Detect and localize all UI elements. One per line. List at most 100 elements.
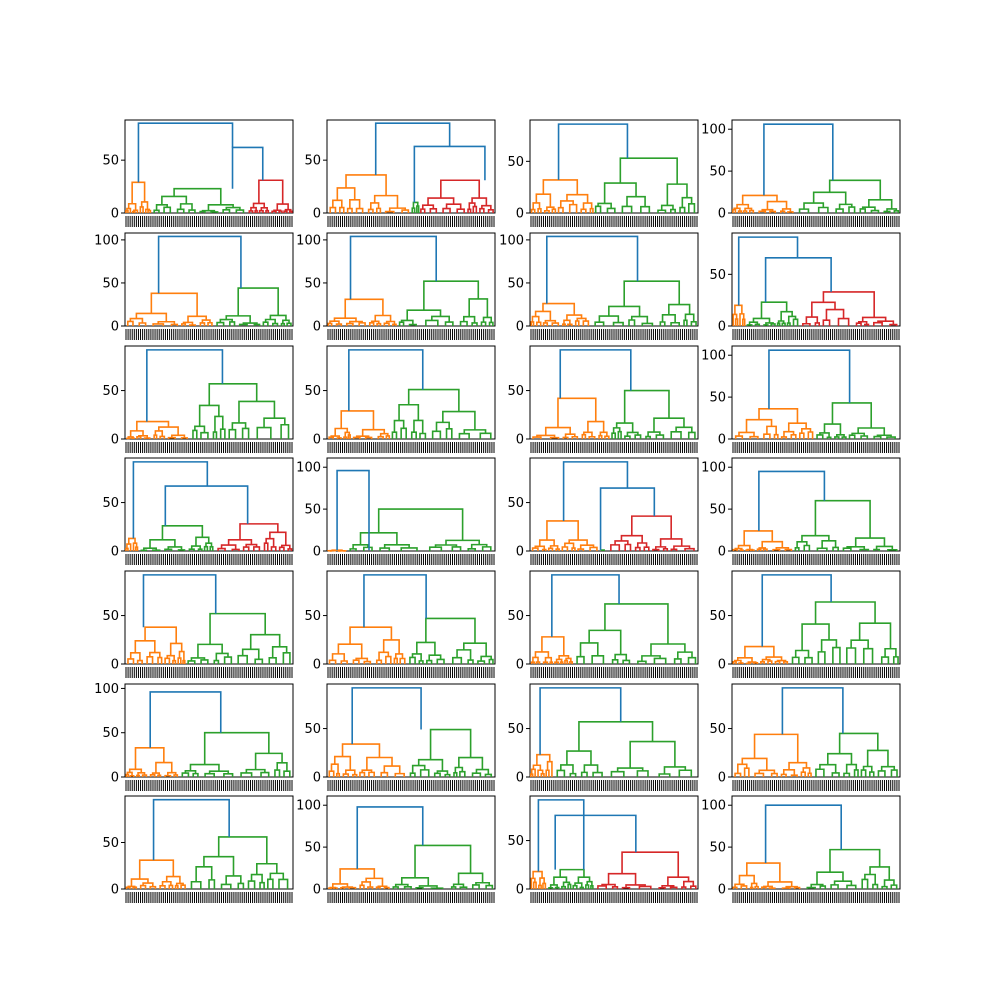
axes-frame [326,457,496,552]
cluster-link [225,875,242,885]
cluster-link [331,549,343,551]
cluster-link [127,885,136,888]
dendrogram-panel: 0 50 [102,457,294,565]
dendrogram-panel: 0 50 [709,683,901,791]
y-tick-label: 50 [507,609,524,624]
cluster-link [873,321,883,326]
y-tick-label: 0 [111,433,119,448]
cluster-link [541,636,565,656]
cluster-link [756,548,762,551]
cluster-link [837,317,850,326]
cluster-link [393,657,398,664]
cluster-link [634,434,642,439]
cluster-link [623,389,670,424]
cluster-link [413,419,424,434]
y-tick-label: 50 [102,609,119,624]
cluster-link [467,659,474,664]
cluster-link [171,434,186,438]
cluster-link [288,210,293,213]
cluster-link [568,203,578,213]
axes-frame [124,570,294,665]
top-link [132,461,209,539]
cluster-link [201,209,216,212]
cluster-link [143,437,151,439]
cluster-link [129,317,144,324]
cluster-link [661,885,675,888]
cluster-link [392,323,397,326]
y-tick-label: 0 [313,433,321,448]
y-tick-label: 0 [313,207,321,222]
cluster-link [741,757,768,771]
cluster-link [586,880,593,886]
cluster-link [383,322,390,326]
leaf-labels [327,329,495,340]
axes-frame [731,345,901,440]
cluster-link [349,320,363,324]
cluster-link [250,873,263,883]
y-tick-label: 0 [516,545,524,560]
cluster-link [241,427,250,439]
cluster-link [588,629,622,655]
axes-frame [326,232,496,327]
cluster-link [192,429,198,439]
cluster-link [746,548,754,551]
dendrogram-panel: 0 50 100 [94,682,294,791]
top-link [137,122,234,183]
cluster-link [485,884,494,889]
cluster-link [411,653,422,661]
cluster-link [566,193,589,204]
cluster-link [330,763,339,774]
cluster-link [164,774,172,777]
cluster-link [412,201,419,209]
cluster-link [458,756,484,770]
top-link [559,349,632,399]
leaf-labels [530,780,698,791]
cluster-link [253,546,261,551]
top-link [539,687,622,755]
cluster-link [876,434,892,438]
axes-frame [124,683,294,778]
cluster-link [873,435,882,439]
cluster-link [752,317,771,323]
cluster-link [419,432,427,439]
y-tick-label: 0 [111,658,119,673]
axes-frame [124,345,294,440]
cluster-link [418,660,424,664]
axes-frame [731,457,901,552]
y-tick-label: 50 [507,155,524,170]
cluster-link [589,207,594,213]
cluster-link [542,661,549,664]
cluster-link [155,203,168,211]
y-tick-label: 50 [304,841,321,856]
axes-frame [731,570,901,665]
cluster-link [591,655,605,664]
cluster-link [758,210,767,213]
cluster-link [655,434,665,439]
cluster-link [564,659,569,664]
subplot-grid: 0500500500501000501000501000501000500500… [94,119,901,903]
cluster-link [536,321,542,326]
cluster-link [828,179,882,200]
cluster-link [829,848,881,873]
cluster-link [425,617,476,644]
cluster-link [571,435,579,439]
cluster-link [611,432,617,439]
y-tick-label: 100 [94,682,119,697]
cluster-link [484,773,493,777]
cluster-link [197,643,223,658]
cluster-link [582,320,590,326]
cluster-link [200,431,209,439]
cluster-link [161,880,172,886]
cluster-link [426,659,433,664]
cluster-link [152,323,165,326]
cluster-link [536,753,551,766]
cluster-link [151,549,161,551]
cluster-link [634,546,641,551]
cluster-link [653,657,667,664]
cluster-link [231,422,247,430]
cluster-link [861,878,869,889]
dendrogram-panel: 0 50 100 [94,232,294,340]
cluster-link [349,199,361,209]
cluster-link [746,862,781,882]
y-tick-label: 0 [516,771,524,786]
